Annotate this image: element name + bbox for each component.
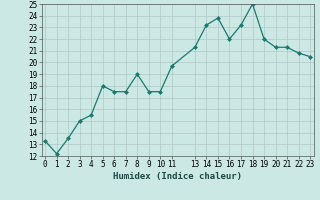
X-axis label: Humidex (Indice chaleur): Humidex (Indice chaleur) [113,172,242,181]
